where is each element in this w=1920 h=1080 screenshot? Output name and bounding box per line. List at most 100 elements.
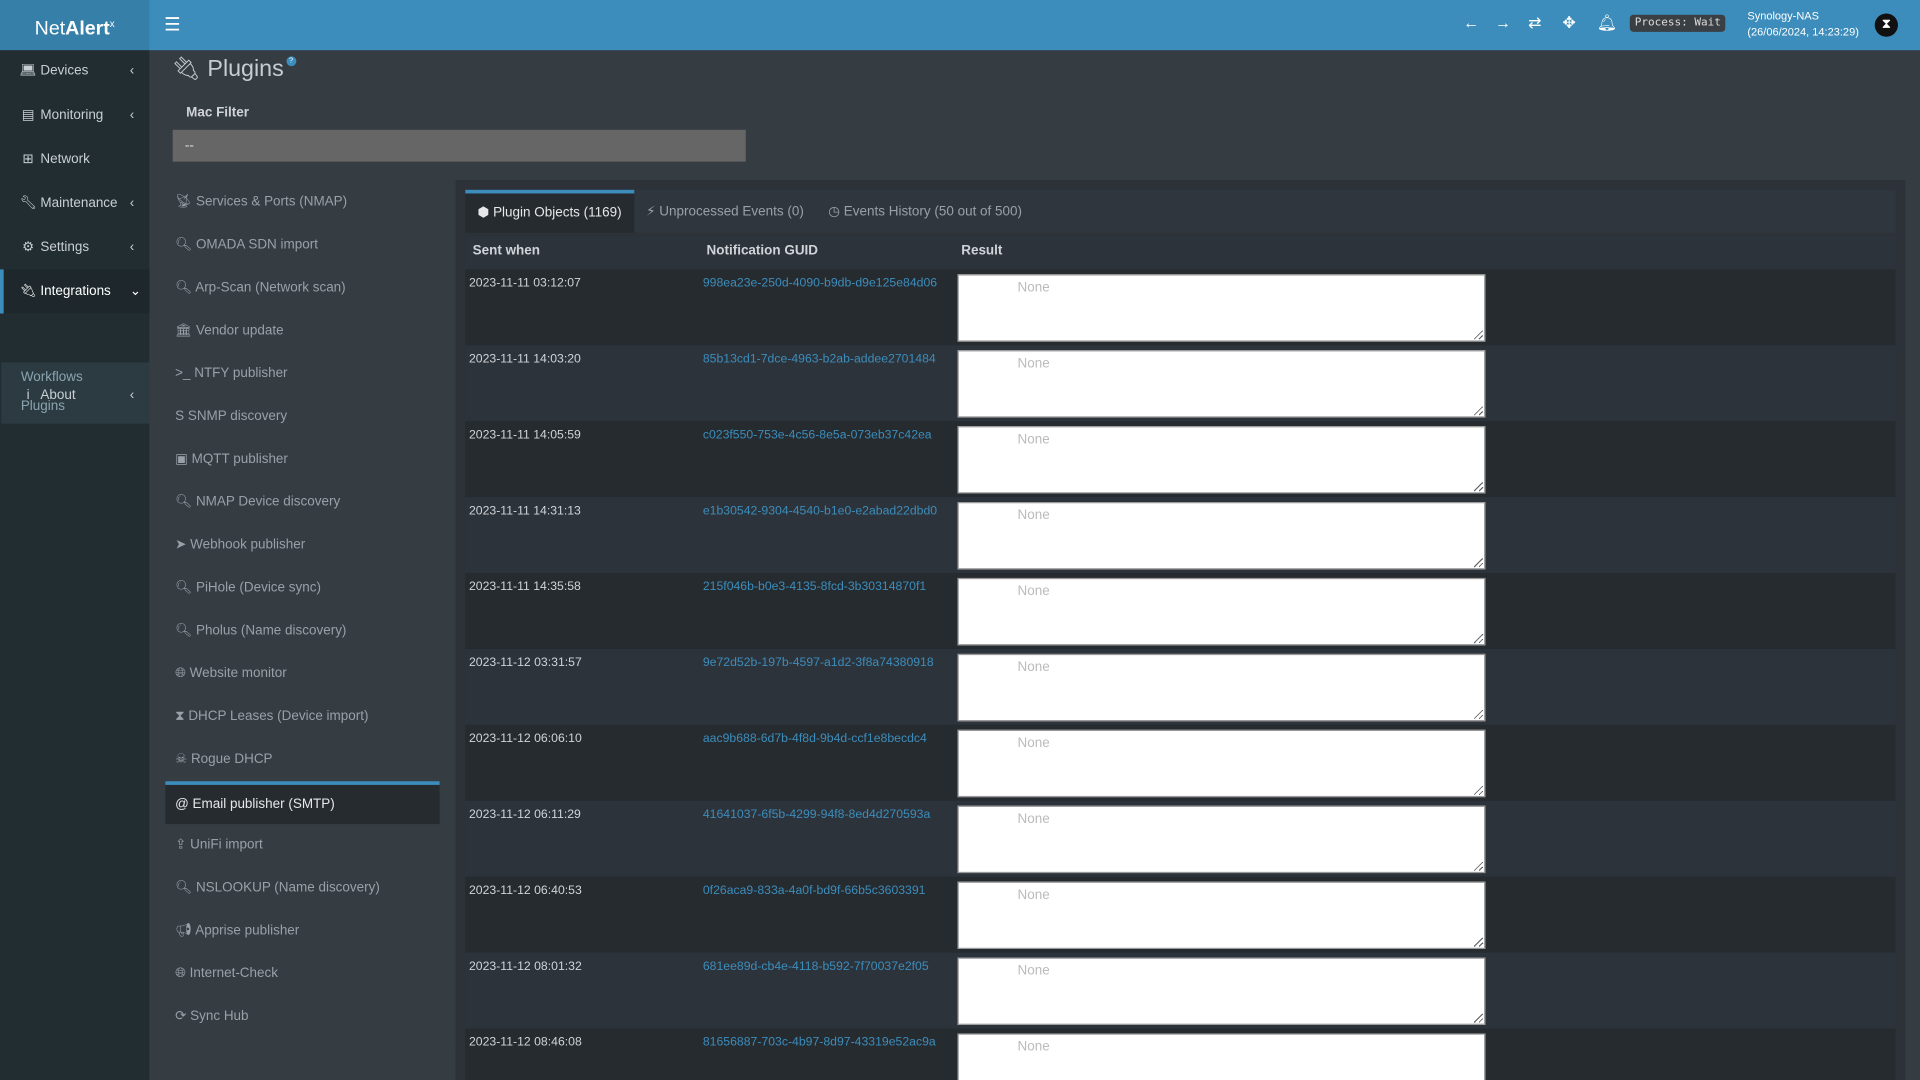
result-textarea[interactable]: None xyxy=(957,577,1486,646)
result-textarea[interactable]: None xyxy=(957,426,1486,494)
result-textarea[interactable]: None xyxy=(957,274,1486,342)
result-textarea[interactable]: None xyxy=(957,350,1486,418)
column-header-sent-when[interactable]: Sent when xyxy=(472,243,541,259)
sidebar-item-network[interactable]: ⊞ Network xyxy=(0,137,149,181)
result-textarea[interactable]: None xyxy=(957,729,1486,798)
sidebar-item-label: About xyxy=(40,388,76,403)
plugin-item[interactable]: 🌐︎ Internet-Check xyxy=(165,953,439,996)
chevron-left-icon: ‹ xyxy=(129,195,135,211)
plug-icon: 🔌︎ xyxy=(171,56,201,83)
sidebar-item-label: Network xyxy=(40,151,90,167)
menu-icon[interactable]: ☰ xyxy=(164,14,181,36)
notification-guid-link[interactable]: 85b13cd1-7dce-4963-b2ab-addee2701484 xyxy=(702,352,936,367)
chevron-left-icon: ‹ xyxy=(129,240,135,255)
arrow-left-icon[interactable]: ← xyxy=(1463,13,1480,32)
notification-guid-link[interactable]: 9e72d52b-197b-4597-a1d2-3f8a74380918 xyxy=(702,656,934,670)
column-header-result[interactable]: Result xyxy=(961,243,1003,259)
sidebar-item-integrations[interactable]: 🔌︎ Integrations ⌄ xyxy=(0,269,150,314)
plugin-item[interactable]: 📡︎ Services & Ports (NMAP) xyxy=(165,181,439,224)
plugin-item-label: Services & Ports (NMAP) xyxy=(195,194,348,210)
logo-sup: x xyxy=(109,18,115,30)
plugin-item[interactable]: 🏛︎ Vendor update xyxy=(165,310,439,353)
result-textarea[interactable]: None xyxy=(957,1033,1486,1080)
plugin-item[interactable]: ⟳ Sync Hub xyxy=(165,996,439,1039)
arrows-move-icon[interactable]: ✥ xyxy=(1562,13,1576,32)
host-time: (26/06/2024, 14:23:29) xyxy=(1747,25,1859,38)
result-textarea[interactable]: None xyxy=(957,502,1486,570)
top-bar: NetAlertx ☰ ← → ⇄ ✥ 🔔︎ Process: Wait Syn… xyxy=(0,0,1920,51)
host-name: Synology-NAS xyxy=(1747,9,1820,23)
refresh-icon[interactable]: ⇄ xyxy=(1528,13,1542,32)
chevron-left-icon: ‹ xyxy=(129,388,135,403)
sidebar-subitem-workflows[interactable]: Workflows xyxy=(20,369,83,385)
tab-events-history[interactable]: ◷ Events History (50 out of 500) xyxy=(816,190,1034,233)
plugin-item[interactable]: 🔍︎ NSLOOKUP (Name discovery) xyxy=(165,867,439,910)
plugin-item[interactable]: 🌐︎ Website monitor xyxy=(165,653,439,696)
result-textarea[interactable]: None xyxy=(957,881,1486,949)
plugin-item-label: DHCP Leases (Device import) xyxy=(188,708,369,724)
notification-guid-link[interactable]: 998ea23e-250d-4090-b9db-d9e125e84d06 xyxy=(702,276,938,291)
plugin-item[interactable]: 🔍︎ OMADA SDN import xyxy=(165,224,439,267)
gear-icon: ⚙ xyxy=(22,240,35,255)
plugin-item[interactable]: 🔍︎ PiHole (Device sync) xyxy=(165,567,439,610)
plugin-item[interactable]: 🔍︎ NMAP Device discovery xyxy=(165,481,439,524)
notification-guid-link[interactable]: c023f550-753e-4c56-8e5a-073eb37c42ea xyxy=(702,428,932,443)
sidebar-subitem-plugins[interactable]: Plugins xyxy=(20,399,65,414)
notification-guid-link[interactable]: e1b30542-9304-4540-b1e0-e2abad22dbd0 xyxy=(702,504,938,518)
notification-guid-link[interactable]: 0f26aca9-833a-4a0f-bd9f-66b5c3603391 xyxy=(702,884,926,898)
plugin-item[interactable]: ☠ Rogue DHCP xyxy=(165,738,439,781)
at-icon: @ xyxy=(175,797,189,812)
notification-guid-link[interactable]: 41641037-6f5b-4299-94f8-8ed4d270593a xyxy=(702,808,931,822)
plugin-item[interactable]: ⇪ UniFi import xyxy=(165,824,439,867)
search-icon: 🔍︎ xyxy=(175,280,193,296)
user-avatar[interactable]: ⧗ xyxy=(1874,13,1898,37)
sidebar-item-maintenance[interactable]: 🔧︎ Maintenance ‹ xyxy=(0,181,149,225)
notification-guid-link[interactable]: 81656887-703c-4b97-8d97-43319e52ac9a xyxy=(702,1035,936,1050)
chart-icon: ▤ xyxy=(21,107,35,123)
sitemap-icon: ⊞ xyxy=(22,151,34,167)
logo[interactable]: NetAlertx xyxy=(0,0,150,51)
plugin-item[interactable]: S SNMP discovery xyxy=(165,396,439,439)
sent-when-cell: 2023-11-12 06:40:53 xyxy=(468,884,582,898)
plugin-item-label: Website monitor xyxy=(189,666,287,681)
bell-icon[interactable]: 🔔︎ xyxy=(1596,13,1617,32)
plugin-item[interactable]: ➤ Webhook publisher xyxy=(165,524,439,567)
mac-filter-input[interactable] xyxy=(172,129,746,162)
plugin-item[interactable]: >_ NTFY publisher xyxy=(165,353,439,396)
table-row: 2023-11-12 08:46:08 81656887-703c-4b97-8d… xyxy=(465,1028,1896,1080)
table-row: 2023-11-11 14:35:58 215f046b-b0e3-4135-8f… xyxy=(465,573,1896,649)
page-title: 🔌︎ Plugins? xyxy=(171,54,297,83)
notification-guid-link[interactable]: 681ee89d-cb4e-4118-b592-7f70037e2f05 xyxy=(702,960,929,974)
sidebar-item-settings[interactable]: ⚙ Settings ‹ xyxy=(0,225,149,269)
tab-bar: ⬢ Plugin Objects (1169) ⚡︎ Unprocessed E… xyxy=(465,189,1896,233)
column-header-notification-guid[interactable]: Notification GUID xyxy=(706,243,819,259)
sidebar-item-about[interactable]: i About ‹ xyxy=(0,373,149,417)
plugin-item[interactable]: 🔍︎ Arp-Scan (Network scan) xyxy=(165,267,439,310)
tab-unprocessed-events[interactable]: ⚡︎ Unprocessed Events (0) xyxy=(634,190,816,233)
search-icon: 🔍︎ xyxy=(175,494,193,510)
plugin-item[interactable]: @ Email publisher (SMTP) xyxy=(165,781,440,825)
plugin-item[interactable]: 🔍︎ Pholus (Name discovery) xyxy=(165,610,439,653)
result-textarea[interactable]: None xyxy=(957,805,1486,874)
plugin-item[interactable]: ⧗ DHCP Leases (Device import) xyxy=(165,696,439,739)
tab-label: Plugin Objects (1169) xyxy=(493,205,622,221)
plugin-item-label: Sync Hub xyxy=(190,1008,249,1024)
search-icon: 🔍︎ xyxy=(175,623,193,638)
arrow-right-icon[interactable]: → xyxy=(1495,13,1512,32)
sidebar-item-monitoring[interactable]: ▤ Monitoring ‹ xyxy=(0,93,149,137)
sidebar-item-devices[interactable]: 💻︎ Devices ‹ xyxy=(0,49,149,93)
notification-guid-link[interactable]: 215f046b-b0e3-4135-8fcd-3b30314870f1 xyxy=(702,580,927,594)
plugin-item[interactable]: 📢︎ Apprise publisher xyxy=(165,910,439,953)
result-textarea[interactable]: None xyxy=(957,957,1486,1025)
result-textarea[interactable]: None xyxy=(957,653,1486,722)
help-icon[interactable]: ? xyxy=(286,56,297,67)
plugin-item-label: NMAP Device discovery xyxy=(195,494,341,510)
plugin-item[interactable]: ▣ MQTT publisher xyxy=(165,438,439,481)
plugin-item-label: Arp-Scan (Network scan) xyxy=(195,280,346,296)
hourglass-icon: ⧗ xyxy=(175,708,185,724)
tab-plugin-objects[interactable]: ⬢ Plugin Objects (1169) xyxy=(465,189,634,233)
plugin-item-label: NTFY publisher xyxy=(194,366,288,381)
plugin-item-label: Internet-Check xyxy=(189,966,278,981)
notification-guid-link[interactable]: aac9b688-6d7b-4f8d-9b4d-ccf1e8becdc4 xyxy=(702,732,927,746)
